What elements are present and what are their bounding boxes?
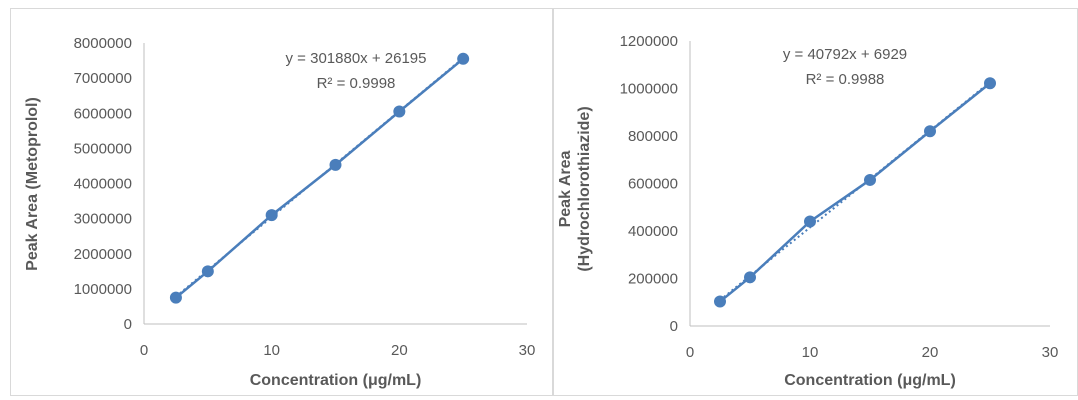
r-squared-label: R² = 0.9998 (317, 75, 396, 92)
r-squared-label: R² = 0.9988 (806, 71, 885, 88)
x-tick-label: 0 (140, 342, 148, 359)
series-line (175, 57, 464, 299)
x-axis-label: Concentration (μg/mL) (250, 372, 422, 389)
trendline-equation: y = 40792x + 6929 (783, 46, 907, 63)
y-tick-label: 1000000 (74, 281, 132, 298)
y-tick-label: 4000000 (74, 176, 132, 193)
y-axis-label-line: (Hydrochlorothiazide) (576, 106, 593, 271)
y-tick-label: 0 (670, 318, 678, 335)
series-line (719, 82, 991, 303)
data-point (714, 295, 726, 308)
y-tick-label: 200000 (628, 271, 678, 288)
trendline-equation: y = 301880x + 26195 (286, 50, 427, 67)
y-tick-label: 400000 (628, 223, 678, 240)
x-axis-label: Concentration (μg/mL) (784, 372, 956, 389)
y-tick-label: 1000000 (620, 81, 678, 98)
x-tick-label: 0 (686, 344, 694, 361)
y-axis-label-line: Peak Area (557, 151, 574, 228)
chart-panel-metoprolol: 0 1000000 2000000 3000000 4000000 5000000 6000… (10, 8, 553, 396)
y-tick-label: 800000 (628, 128, 678, 145)
y-tick-label: 2000000 (74, 246, 132, 263)
x-tick-label: 20 (391, 342, 408, 359)
data-point (924, 125, 936, 138)
y-tick-label: 8000000 (74, 35, 132, 52)
y-tick-label: 1200000 (620, 33, 678, 50)
x-tick-label: 30 (1042, 344, 1059, 361)
y-axis-label: Peak Area (Metoprolol) (24, 97, 41, 271)
data-point (169, 291, 182, 304)
data-point (744, 271, 756, 284)
data-point (864, 173, 876, 186)
data-point (201, 265, 214, 278)
chart-hydrochlorothiazide: 0 200000 400000 600000 800000 1000000 1200000 0… (557, 33, 1059, 389)
y-axis-label: Peak Area (Hydrochlorothiazide) (557, 106, 593, 271)
data-point (457, 52, 470, 65)
data-point (329, 158, 342, 171)
y-tick-label: 0 (124, 316, 132, 333)
chart-metoprolol: 0 1000000 2000000 3000000 4000000 5000000 6000… (24, 35, 536, 389)
data-point (393, 105, 406, 118)
data-point (804, 215, 816, 228)
data-point (984, 77, 996, 90)
x-tick-label: 20 (922, 344, 939, 361)
y-tick-label: 600000 (628, 176, 678, 193)
x-tick-label: 30 (519, 342, 536, 359)
x-tick-label: 10 (802, 344, 819, 361)
y-axis-label-line: Peak Area (Metoprolol) (24, 97, 41, 271)
data-point (265, 209, 278, 222)
x-tick-label: 10 (263, 342, 280, 359)
y-tick-label: 6000000 (74, 105, 132, 122)
y-tick-label: 3000000 (74, 211, 132, 228)
y-tick-label: 5000000 (74, 140, 132, 157)
chart-panel-hydrochlorothiazide: 0 200000 400000 600000 800000 1000000 1200000 0… (553, 8, 1078, 396)
y-tick-label: 7000000 (74, 70, 132, 87)
